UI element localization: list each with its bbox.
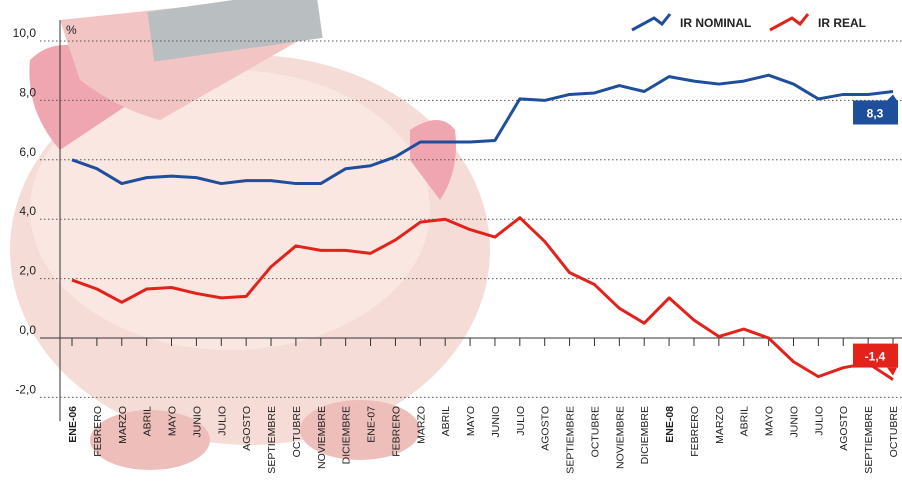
x-tick-label: JULIO <box>813 406 825 436</box>
x-tick-label: AGOSTO <box>540 406 552 451</box>
x-tick-label: AGOSTO <box>241 406 253 451</box>
y-tick-label: -2,0 <box>15 382 36 396</box>
x-tick-label: JUNIO <box>788 406 800 438</box>
legend-label: IR NOMINAL <box>680 16 751 30</box>
x-tick-label: ABRIL <box>142 406 154 437</box>
legend-swatch <box>770 14 808 30</box>
y-tick-label: 2,0 <box>19 264 36 278</box>
x-tick-label: NOVIEMBRE <box>614 406 626 469</box>
value-label: -1,4 <box>865 350 886 364</box>
x-tick-label: ENE-07 <box>366 406 378 443</box>
x-tick-label: NOVIEMBRE <box>316 406 328 469</box>
piggy-bank-illustration <box>10 0 490 470</box>
y-tick-label: 4,0 <box>19 204 36 218</box>
legend-label: IR REAL <box>818 16 866 30</box>
x-tick-label: FEBRERO <box>689 406 701 457</box>
x-tick-label: ABRIL <box>440 406 452 437</box>
x-tick-label: MAYO <box>465 406 477 436</box>
chart: % -2,0 0,0 2,0 4,0 6,0 8,0 10,0 ENE-06 FEBRERO MAR… <box>0 0 902 481</box>
x-tick-label: MARZO <box>117 406 129 444</box>
y-axis-label: % <box>66 23 77 37</box>
x-tick-label: FEBRERO <box>390 406 402 457</box>
x-tick-label: ABRIL <box>739 406 751 437</box>
x-tick-label: JUNIO <box>191 406 203 438</box>
x-tick-label: JULIO <box>515 406 527 436</box>
x-tick-label: ENE-06 <box>67 406 79 443</box>
x-tick-label: OCTUBRE <box>291 406 303 457</box>
x-tick-label: DICIEMBRE <box>341 406 353 464</box>
x-tick-label: SEPTIEMBRE <box>266 406 278 474</box>
x-tick-label: SEPTIEMBRE <box>863 406 875 474</box>
x-tick-label: JULIO <box>216 406 228 436</box>
y-tick-label: 10,0 <box>13 26 37 40</box>
y-tick-label: 8,0 <box>19 85 36 99</box>
x-tick-label: SEPTIEMBRE <box>565 406 577 474</box>
x-tick-label: MARZO <box>415 406 427 444</box>
value-label-pointer <box>887 368 897 376</box>
x-tick-label: MAYO <box>167 406 179 436</box>
value-label: 8,3 <box>867 106 884 120</box>
legend-swatch <box>632 14 670 30</box>
x-tick-label: ENE-08 <box>664 406 676 443</box>
x-tick-label: AGOSTO <box>838 406 850 451</box>
y-tick-label: 6,0 <box>19 145 36 159</box>
x-tick-label: MAYO <box>764 406 776 436</box>
y-tick-label: 0,0 <box>19 323 36 337</box>
value-label-pointer <box>887 94 897 100</box>
x-tick-label: DICIEMBRE <box>639 406 651 464</box>
x-tick-label: MARZO <box>714 406 726 444</box>
x-tick-label: OCTUBRE <box>589 406 601 457</box>
x-tick-label: JUNIO <box>490 406 502 438</box>
x-tick-label: OCTUBRE <box>888 406 900 457</box>
x-tick-label: FEBRERO <box>92 406 104 457</box>
